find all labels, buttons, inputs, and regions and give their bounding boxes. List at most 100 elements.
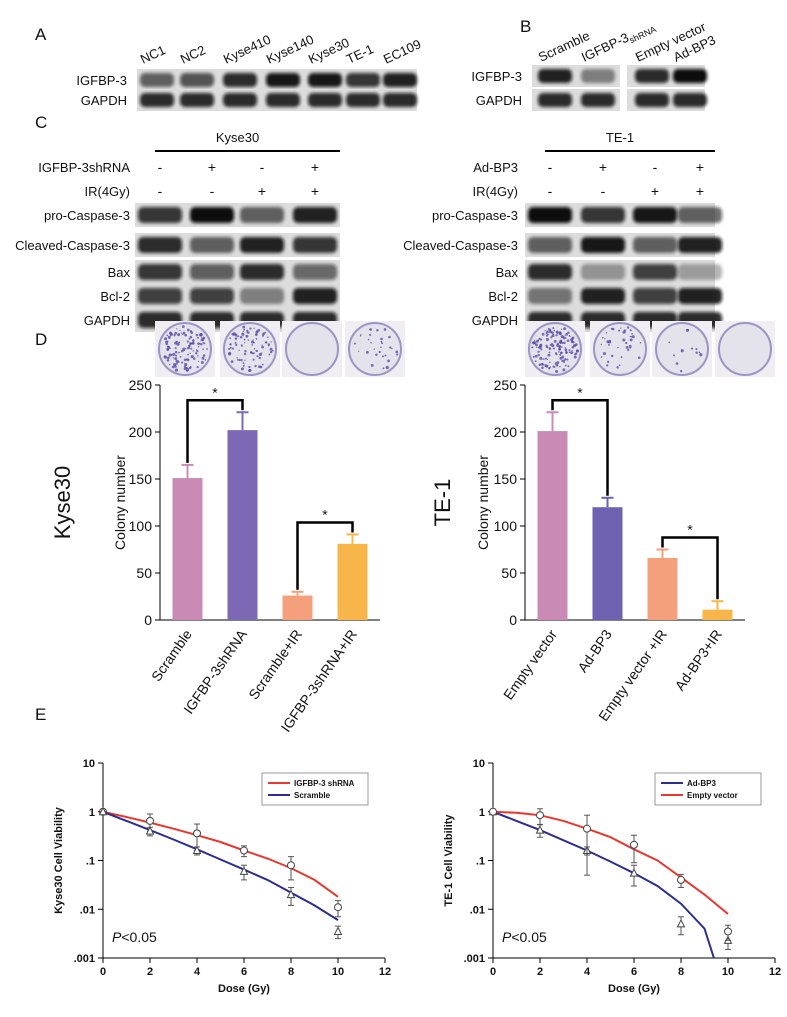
colony [192,357,196,360]
data-point [489,807,497,816]
bar [227,430,258,620]
blot-band [383,93,417,107]
colony [545,337,549,342]
row-label: GAPDH [81,93,127,108]
colony [571,349,573,352]
colony [531,341,536,345]
x-tick-label: 4 [584,966,591,978]
data-point [193,829,201,838]
colony [173,363,177,367]
fit-curve [102,810,339,898]
colony [538,363,542,367]
colony [537,350,540,353]
blot-band [293,207,337,223]
colony [563,327,567,331]
colony [236,357,238,359]
y-tick-label: 250 [494,377,518,393]
colony [272,349,274,352]
colony [544,330,546,332]
colony [384,354,387,357]
colony [240,358,243,361]
colony [240,344,243,346]
y-tick-label: 1 [89,807,95,819]
row-label: Cleaved-Caspase-3 [15,238,130,253]
legend-label: Ad-BP3 [687,779,716,788]
y-tick-label: 100 [494,518,518,534]
blot-band [635,69,669,83]
row-label: Bcl-2 [488,289,518,304]
p-value-symbol: P [112,929,122,945]
colony [567,365,570,368]
x-tick-label: 8 [288,966,294,978]
colony [247,339,250,341]
blot-band [635,93,669,107]
bar [592,507,623,620]
fit-curve [492,810,729,915]
colony [550,336,553,339]
colony [246,329,249,332]
colony [687,328,690,331]
colony [620,356,623,359]
blot-band [528,237,572,253]
colony [552,365,555,368]
y-tick-label: 10 [83,758,95,770]
colony [561,341,564,345]
condition-sign: + [599,159,607,175]
colony [547,353,551,357]
bar [282,595,313,620]
colony [564,347,566,349]
x-tick-label: 0 [100,966,106,978]
plate [655,322,709,376]
colony [622,338,626,342]
condition-label: IR(4Gy) [473,184,519,199]
colony [164,337,168,341]
significance-mark: * [322,506,328,522]
blot-band [346,93,380,107]
colony [229,337,232,340]
colony [183,365,186,368]
colony [202,341,204,344]
colony [262,334,264,336]
colony [240,367,244,371]
side-label: Kyse30 [50,466,75,539]
colony [553,339,557,343]
colony [184,333,187,337]
y-tick-label: 50 [136,565,152,581]
significance-bracket [661,536,719,600]
colony [369,333,372,336]
colony [629,335,632,338]
colony [546,333,549,336]
colony [695,348,698,351]
colony [175,359,178,363]
row-label: IGFBP-3 [76,73,127,88]
blot-band [678,207,722,223]
colony [561,346,563,348]
colony [369,328,373,331]
colony [566,339,570,342]
colony [561,355,565,359]
colony [564,334,566,337]
colony [570,340,574,344]
blot-band [140,73,174,87]
legend-label: IGFBP-3 shRNA [294,779,355,788]
colony [608,340,612,344]
panel-label: B [520,17,531,36]
colony [607,343,610,346]
data-point [98,806,108,816]
colony [574,343,578,347]
colony [607,360,610,363]
y-tick-label: .001 [464,953,485,965]
colony [180,332,182,334]
blot-band [308,93,342,107]
colony [542,363,545,366]
colony [568,349,571,352]
colony [561,336,564,339]
colony [183,349,186,351]
colony [570,351,574,355]
colony [179,329,181,332]
row-label: GAPDH [84,313,130,328]
colony [238,349,240,351]
colony [571,336,575,340]
colony [175,362,178,365]
blot-band [180,93,214,107]
